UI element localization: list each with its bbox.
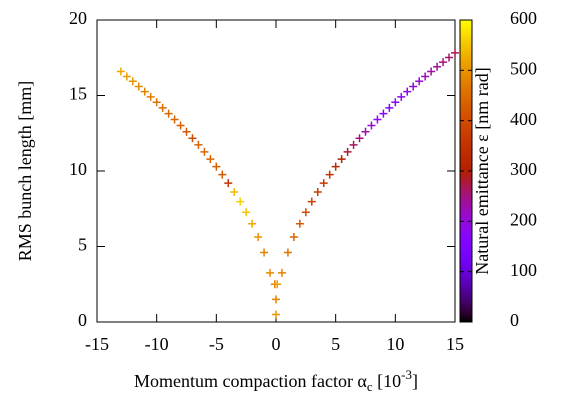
point [200,147,209,156]
point [391,98,400,107]
x-axis-label: Momentum compaction factor αc [10-3] [134,367,418,394]
point [218,170,227,179]
point [188,134,197,143]
point [295,219,304,228]
point [158,103,167,112]
colorbar-tick-label: 0 [510,310,519,330]
colorbar-tick-label: 100 [510,260,537,280]
point [122,72,131,81]
point [164,109,173,118]
point [254,232,263,241]
point [170,115,179,124]
point [176,121,185,130]
point [403,87,412,96]
colorbar-tick-label: 400 [510,109,537,129]
colorbar-tick-label: 500 [510,58,537,78]
point [116,67,125,76]
point [242,208,251,217]
y-tick-label: 15 [69,84,87,104]
point [260,248,269,257]
point [134,82,143,91]
x-label-end: ] [412,371,418,391]
point [272,310,280,319]
x-label-sub: c [367,379,373,394]
y-axis-label: RMS bunch length [mm] [15,81,35,262]
point [409,82,418,91]
colorbar-tick-label: 200 [510,209,537,229]
point [451,48,459,57]
point [367,121,376,130]
x-label-sup: -3 [401,367,412,382]
point [206,155,215,164]
point [331,162,340,171]
point [182,127,191,136]
x-tick-label: -10 [145,334,169,354]
point [361,127,370,136]
point [325,170,334,179]
point [128,77,137,86]
point [301,208,310,217]
point [283,248,292,257]
x-tick-label: -15 [85,334,109,354]
point [236,197,245,206]
point [140,87,149,96]
point [415,77,424,86]
point [445,53,454,62]
point [373,115,382,124]
point [427,67,436,76]
x-label-unit: [10 [373,371,402,391]
point [343,147,352,156]
point [349,140,358,149]
point [146,92,155,101]
point [230,187,239,196]
point [397,92,406,101]
point [433,62,442,71]
x-tick-label: 10 [386,334,404,354]
point [421,72,430,81]
y-tick-label: 5 [78,235,87,255]
x-tick-label: 0 [272,334,281,354]
point [379,109,388,118]
point [277,268,286,277]
point [194,140,203,149]
point [313,187,322,196]
point [272,295,280,304]
point [337,155,346,164]
point [273,280,282,289]
point [224,179,233,188]
x-label-main: Momentum compaction factor α [134,371,367,391]
x-tick-label: 15 [446,334,464,354]
colorbar-label: Natural emittance ε [nm rad] [472,67,492,274]
point [248,219,257,228]
point [307,197,316,206]
point [355,134,364,143]
point [385,103,394,112]
point [289,232,298,241]
y-tick-label: 0 [78,310,87,330]
y-tick-label: 10 [69,159,87,179]
point [319,179,328,188]
y-tick-label: 20 [69,8,87,28]
plot-border [96,19,456,323]
point [152,98,161,107]
colorbar-tick-label: 300 [510,159,537,179]
x-tick-label: -5 [209,334,224,354]
point [266,268,275,277]
x-tick-label: 5 [331,334,340,354]
point [212,162,221,171]
colorbar-tick-label: 600 [510,8,537,28]
point [439,58,448,67]
